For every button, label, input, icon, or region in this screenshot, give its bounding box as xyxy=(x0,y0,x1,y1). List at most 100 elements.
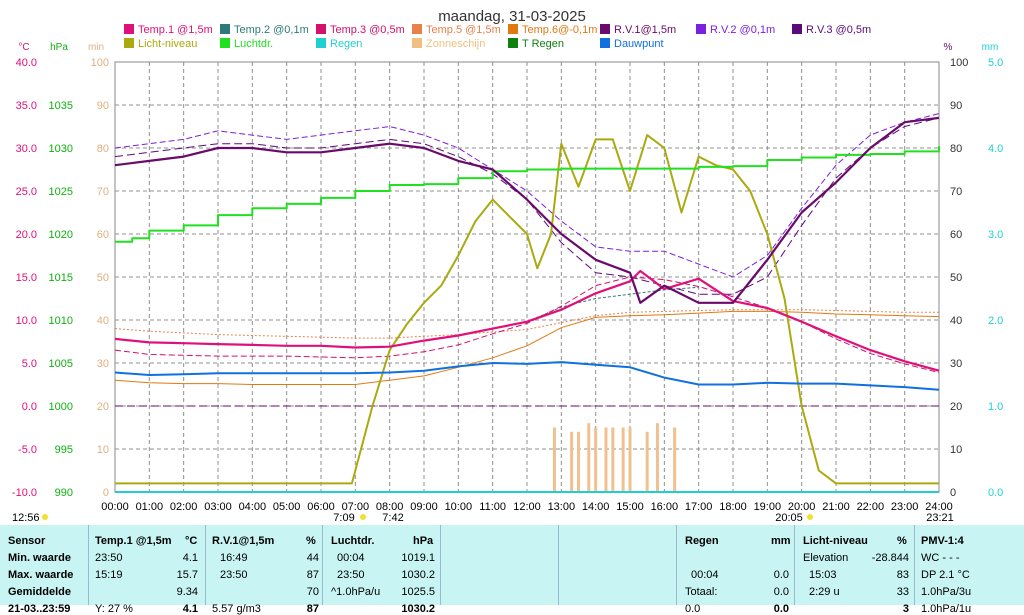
series-line-luchtdr xyxy=(115,146,940,243)
pct-tick-label: 70 xyxy=(950,186,962,198)
rv-max-value: 87 xyxy=(306,569,319,581)
hpa-tick-label: 1015 xyxy=(49,272,73,284)
temp-tick-label: 35.0 xyxy=(16,100,37,112)
min-tick-label: 70 xyxy=(97,186,109,198)
temp-unit: °C xyxy=(185,535,198,547)
sunshine-bar xyxy=(655,423,659,492)
legend-label: Zonneschijn xyxy=(426,38,485,50)
time-tick-label: 07:00 xyxy=(342,501,370,513)
temp-tick-label: 10.0 xyxy=(16,315,37,327)
sunshine-bar xyxy=(611,427,615,492)
pressure-unit: hPa xyxy=(413,535,434,547)
legend-label: T Regen xyxy=(522,38,564,50)
time-tick-label: 20:00 xyxy=(788,501,816,513)
min-tick-label: 30 xyxy=(97,358,109,370)
pmv-block: PMV-1:4 WC - - - DP 2.1 °C 1.0hPa/3u 1.0… xyxy=(914,525,1024,615)
time-tick-label: 06:00 xyxy=(307,501,335,513)
hpa-tick-label: 1010 xyxy=(49,315,73,327)
sun-marker-icon xyxy=(42,514,48,520)
light-block: Licht-niveau % Elevation -28.844 15:03 8… xyxy=(794,525,915,615)
sunshine-bar xyxy=(577,431,580,492)
pct-tick-label: 10 xyxy=(950,444,962,456)
min-axis-unit: min xyxy=(88,42,104,53)
legend-label: Temp.6@-0,1m xyxy=(522,24,597,36)
rain-header: Regen xyxy=(685,535,719,547)
legend-label: R.V.1@1,5m xyxy=(614,24,676,36)
min-tick-label: 50 xyxy=(97,272,109,284)
time-tick-label: 23:00 xyxy=(891,501,919,513)
legend-swatch xyxy=(316,38,326,48)
mm-tick-label: 3.0 xyxy=(988,229,1003,241)
hpa-tick-label: 1020 xyxy=(49,229,73,241)
sunset-label: 20:05 xyxy=(775,512,803,524)
light-max-time: 15:03 xyxy=(809,569,837,581)
sunset-marker-icon xyxy=(807,514,813,520)
temp-tick-label: 5.0 xyxy=(22,358,37,370)
legend-swatch xyxy=(696,24,706,34)
mm-tick-label: 1.0 xyxy=(988,401,1003,413)
legend-label: Dauwpunt xyxy=(614,38,664,50)
chart-legend: Temp.1 @1,5m Temp.2 @0,1m Temp.3 @0,5m Temp… xyxy=(124,24,871,50)
statistics-panel: Sensor Min. waarde Max. waarde Gemiddeld… xyxy=(0,525,1024,615)
temp-max-value: 15.7 xyxy=(176,569,198,581)
series-line-temp-3-0-5m xyxy=(114,276,940,373)
light-unit: % xyxy=(897,535,907,547)
temp-avg-value: 9.34 xyxy=(176,586,198,598)
light-max-value: 83 xyxy=(896,569,909,581)
pct-tick-label: 30 xyxy=(950,358,962,370)
legend-label: Temp.1 @1,5m xyxy=(138,24,213,36)
rv-block: R.V.1@1,5m % 16:49 44 23:50 87 70 5.57 g… xyxy=(205,525,323,615)
sunshine-bar xyxy=(645,431,649,492)
pct-tick-label: 90 xyxy=(950,100,962,112)
legend-swatch xyxy=(220,38,230,48)
row-label-min: Min. waarde xyxy=(8,552,71,564)
mm-tick-label: 4.0 xyxy=(988,143,1003,155)
rain-block: Regen mm 00:04 0.0 Totaal: 0.0 0.0 0.0 xyxy=(676,525,795,615)
hpa-axis-unit: hPa xyxy=(50,42,68,53)
pressure-min-value: 1019.1 xyxy=(401,552,435,564)
pressure-min-time: 00:04 xyxy=(337,552,365,564)
min-tick-label: 0 xyxy=(103,487,109,499)
series-line-temp-5-1-5m xyxy=(114,309,939,339)
temp-min-value: 4.1 xyxy=(182,552,198,564)
chart-title: maandag, 31-03-2025 xyxy=(438,8,586,25)
time-tick-label: 18:00 xyxy=(719,501,747,513)
min-tick-label: 20 xyxy=(97,401,109,413)
pmv-line-1: WC - - - xyxy=(921,552,960,564)
empty-block-1 xyxy=(440,525,559,605)
light-elevation-label: Elevation xyxy=(803,552,849,564)
min-tick-label: 10 xyxy=(97,444,109,456)
temp-tick-label: 30.0 xyxy=(16,143,37,155)
pct-tick-label: 60 xyxy=(950,229,962,241)
rv-unit: % xyxy=(306,535,316,547)
series-line-r-v-1-1-5m xyxy=(114,116,940,304)
hpa-tick-label: 1000 xyxy=(49,401,73,413)
time-tick-label: 00:00 xyxy=(101,501,129,513)
sunshine-bar xyxy=(628,427,632,492)
rv-min-time: 16:49 xyxy=(220,552,248,564)
pct-tick-label: 100 xyxy=(950,57,968,69)
legend-label: Licht-niveau xyxy=(138,38,197,50)
series-line-r-v-2-0-1m xyxy=(114,113,940,278)
legend-label: Temp.3 @0,5m xyxy=(330,24,405,36)
time-tick-label: 22:00 xyxy=(857,501,885,513)
min-tick-label: 80 xyxy=(97,143,109,155)
hpa-tick-label: 1025 xyxy=(49,186,73,198)
temp-tick-label: -5.0 xyxy=(18,444,37,456)
hpa-tick-label: 1030 xyxy=(49,143,73,155)
time-tick-label: 13:00 xyxy=(548,501,576,513)
pressure-header: Luchtdr. xyxy=(331,535,375,547)
mm-tick-label: 5.0 xyxy=(988,57,1003,69)
time-tick-label: 24:00 xyxy=(925,501,953,513)
time-tick-label: 10:00 xyxy=(445,501,473,513)
rain-value: 0.0 xyxy=(773,569,789,581)
legend-label: R.V.3 @0,5m xyxy=(806,24,871,36)
time-tick-label: 08:00 xyxy=(376,501,404,513)
light-duration: 2:29 u xyxy=(809,586,840,598)
legend-swatch xyxy=(792,24,802,34)
legend-swatch xyxy=(600,24,610,34)
sunshine-bar xyxy=(673,427,677,492)
min-tick-label: 40 xyxy=(97,315,109,327)
temp-tick-label: 40.0 xyxy=(16,57,37,69)
time-tick-label: 17:00 xyxy=(685,501,713,513)
